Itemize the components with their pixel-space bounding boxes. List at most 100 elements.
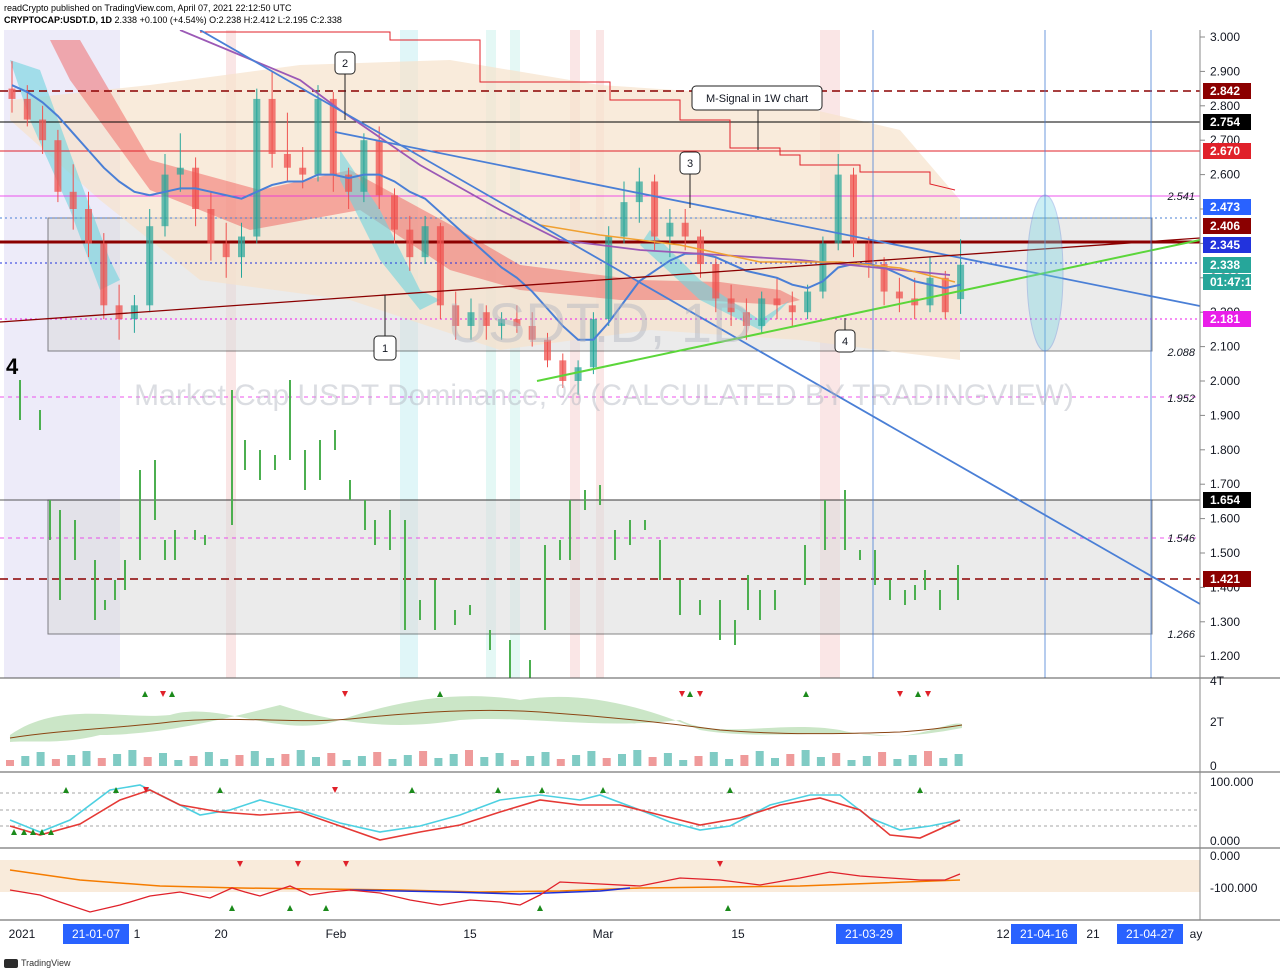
signal-arrow-up-icon	[113, 787, 119, 793]
low-value: 2.195	[285, 15, 308, 25]
orange-ma-line	[539, 224, 956, 283]
candle-body	[850, 174, 857, 244]
level-label: 2.088	[1166, 347, 1195, 359]
volume-bar	[786, 754, 795, 766]
time-axis-label: 20	[214, 927, 228, 941]
signal-arrow-up-icon	[287, 905, 293, 911]
volume-bar	[327, 753, 336, 766]
volume-bar	[816, 757, 825, 766]
volume-bar	[281, 754, 290, 766]
price-tag-bg	[1203, 571, 1251, 587]
volume-bar	[51, 759, 60, 766]
volume-bar	[556, 759, 565, 766]
trend-line-green	[536, 239, 1200, 382]
time-axis-label: 15	[731, 927, 745, 941]
watermark-symbol: USDT.D, 1D	[448, 291, 753, 354]
highlight-band-5	[486, 30, 496, 678]
signal-arrow-up-icon	[229, 905, 235, 911]
price-cloud	[10, 60, 960, 360]
time-label-highlight	[63, 924, 129, 944]
highlight-band-7	[596, 30, 604, 678]
volume-bar	[143, 757, 152, 766]
volume-bar	[21, 756, 30, 766]
m-signal-line	[200, 31, 956, 191]
candle-body	[773, 298, 781, 306]
signal-arrow-up-icon	[63, 787, 69, 793]
volume-bar	[541, 752, 550, 766]
price-tick-label: 2.000	[1210, 374, 1240, 388]
signal-arrow-up-icon	[803, 691, 809, 697]
volume-bar	[862, 756, 871, 766]
price-tag-bg	[1203, 311, 1251, 327]
candle-body	[788, 305, 796, 313]
candle-body	[23, 98, 31, 120]
volume-bar	[434, 758, 443, 766]
candle-body	[589, 319, 597, 368]
time-axis-label: 21-01-07	[72, 927, 120, 941]
signal-arrow-down-icon	[897, 691, 903, 697]
volume-bar	[939, 758, 948, 766]
volume-bar	[36, 752, 45, 766]
volume-bar	[663, 753, 672, 766]
candle-body	[681, 222, 689, 237]
symbol-label: CRYPTOCAP:USDT.D, 1D	[4, 15, 113, 25]
candle-body	[360, 140, 368, 192]
volume-bar	[648, 757, 657, 766]
price-tick-label: 2.600	[1210, 168, 1240, 182]
volume-panel-tick-label: 0	[1210, 759, 1217, 773]
signal-arrow-down-icon	[295, 861, 301, 867]
candle-body	[406, 229, 414, 258]
signal-arrow-down-icon	[679, 691, 685, 697]
candle-body	[528, 325, 536, 340]
volume-bar	[204, 752, 213, 766]
candle-body	[635, 181, 643, 203]
candle-body	[329, 98, 337, 175]
candle-body	[207, 209, 215, 244]
volume-bar	[6, 760, 14, 766]
volume-bar	[924, 751, 932, 766]
volume-bar	[113, 754, 122, 766]
price-tag-bg	[1203, 257, 1251, 273]
volume-bar	[480, 757, 489, 766]
signal-arrow-up-icon	[11, 829, 17, 835]
range-box-lower	[47, 499, 1153, 635]
signal-arrow-down-icon	[697, 691, 703, 697]
volume-bar	[740, 755, 749, 766]
signal-arrow-up-icon	[915, 691, 921, 697]
momentum-blue-line	[349, 887, 631, 895]
time-label-highlight	[1011, 924, 1077, 944]
volume-bar	[709, 752, 718, 766]
volume-bar	[189, 756, 198, 766]
signal-arrow-up-icon	[727, 787, 733, 793]
time-axis-label: 2021	[9, 927, 36, 941]
projection-ellipse	[1026, 194, 1064, 352]
publish-info: readCrypto published on TradingView.com,…	[4, 3, 292, 13]
signal-arrow-up-icon	[600, 787, 606, 793]
moving-average-line	[11, 84, 961, 341]
open-value: 2.238	[218, 15, 242, 25]
candle-body	[467, 312, 475, 326]
volume-bar	[342, 760, 351, 766]
volume-bar	[67, 755, 76, 766]
candle-body	[314, 98, 322, 175]
price-tick-label: 1.500	[1210, 546, 1240, 560]
candle-body	[268, 98, 276, 154]
high-value: 2.412	[252, 15, 276, 25]
candle-body	[605, 236, 613, 320]
trend-line-down-long	[199, 30, 1200, 605]
volume-bar	[373, 752, 382, 766]
callout-label-2: 2	[342, 58, 348, 70]
candle-body	[299, 167, 307, 175]
candle-body	[865, 243, 873, 265]
time-axis-label: 15	[463, 927, 477, 941]
time-axis-label: Feb	[326, 927, 347, 941]
price-tag: 01:47:13	[1203, 274, 1258, 290]
candle-body	[742, 312, 750, 326]
candle-body	[666, 222, 674, 237]
volume-bar	[465, 750, 473, 766]
candle-body	[115, 305, 123, 320]
level-label: 1.952	[1167, 393, 1195, 405]
volume-bar	[832, 753, 841, 766]
price-tag-value: 2.345	[1210, 238, 1240, 252]
